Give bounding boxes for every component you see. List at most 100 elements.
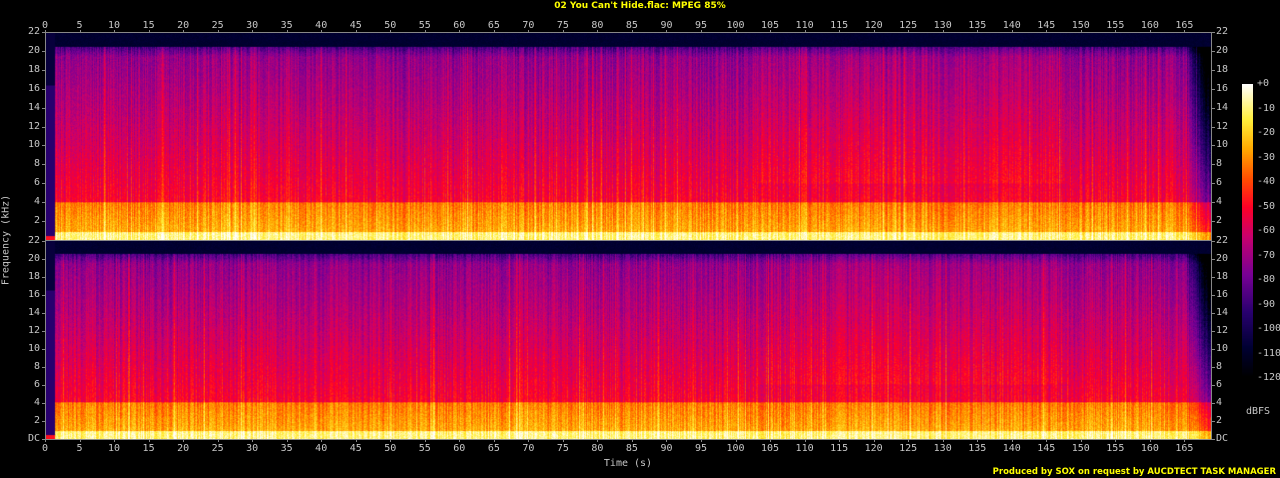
y-tick-right: 4 bbox=[1216, 397, 1223, 408]
x-tick-top: 95 bbox=[694, 20, 708, 31]
x-tick-bottom: 135 bbox=[968, 443, 987, 454]
x-tick-bottom: 10 bbox=[108, 443, 121, 454]
x-tick-bottom: 35 bbox=[280, 443, 293, 454]
x-tickmark bbox=[528, 30, 530, 33]
y-tickmark bbox=[1212, 126, 1215, 128]
y-tickmark bbox=[42, 331, 45, 332]
x-tickmark bbox=[562, 30, 564, 33]
x-tick-bottom: 145 bbox=[1037, 443, 1056, 454]
y-tickmark bbox=[42, 183, 45, 185]
colorbar-tick: -60 bbox=[1257, 225, 1276, 236]
y-tick-left: 10 bbox=[27, 343, 40, 354]
y-tick-right: 10 bbox=[1216, 139, 1229, 151]
x-tickmark bbox=[183, 439, 185, 442]
x-tick-bottom: 125 bbox=[899, 443, 918, 454]
x-tickmark bbox=[770, 439, 772, 442]
x-tick-bottom: 130 bbox=[933, 443, 952, 454]
colorbar-tick: -70 bbox=[1257, 249, 1276, 261]
y-tick-left: 12 bbox=[27, 325, 40, 336]
x-tickmark bbox=[908, 30, 910, 33]
x-tickmark bbox=[597, 30, 599, 33]
x-tick-top: 100 bbox=[726, 20, 745, 31]
x-tick-bottom: 5 bbox=[76, 443, 83, 454]
x-tickmark bbox=[839, 30, 841, 33]
y-tick-right: 16 bbox=[1216, 289, 1229, 300]
x-tickmark bbox=[321, 30, 323, 33]
x-tick-top: 15 bbox=[142, 20, 155, 31]
y-tickmark bbox=[1212, 313, 1215, 314]
x-tickmark bbox=[1080, 30, 1082, 33]
x-tickmark bbox=[977, 439, 979, 442]
x-tick-bottom: 60 bbox=[453, 443, 466, 454]
y-tickmark bbox=[42, 277, 45, 278]
y-tickmark bbox=[42, 221, 45, 223]
y-tickmark bbox=[1212, 349, 1215, 350]
x-tick-top: 115 bbox=[830, 20, 849, 31]
x-tickmark bbox=[528, 439, 530, 442]
y-tick-left: 16 bbox=[27, 82, 40, 94]
y-tick-left: 6 bbox=[33, 177, 40, 189]
x-tickmark bbox=[666, 439, 668, 442]
x-tickmark bbox=[45, 30, 46, 33]
x-tickmark bbox=[493, 30, 495, 33]
y-tick-left: 22 bbox=[27, 235, 40, 246]
y-tickmark bbox=[42, 126, 45, 128]
y-tickmark bbox=[1212, 241, 1215, 242]
x-tick-top: 105 bbox=[761, 20, 780, 31]
x-tickmark bbox=[114, 30, 116, 33]
y-tickmark bbox=[42, 69, 45, 71]
x-tick-bottom: 115 bbox=[830, 443, 849, 454]
x-tick-top: 155 bbox=[1106, 20, 1125, 31]
y-tick-right: 12 bbox=[1216, 325, 1229, 336]
colorbar-tick: -90 bbox=[1257, 298, 1276, 310]
y-tickmark bbox=[42, 145, 45, 147]
x-axis-label: Time (s) bbox=[603, 458, 653, 469]
x-tick-bottom: 20 bbox=[177, 443, 190, 454]
y-tickmark bbox=[42, 439, 45, 440]
y-tickmark bbox=[42, 241, 45, 242]
y-tickmark bbox=[42, 32, 45, 33]
x-tickmark bbox=[597, 439, 599, 442]
y-tickmark bbox=[1212, 421, 1215, 422]
y-tickmark bbox=[42, 107, 45, 109]
y-tick-left: 8 bbox=[33, 158, 40, 170]
y-tickmark bbox=[42, 50, 45, 52]
x-tick-bottom: 25 bbox=[211, 443, 224, 454]
x-tickmark bbox=[1115, 439, 1117, 442]
y-tickmark bbox=[42, 367, 45, 368]
y-tickmark bbox=[1212, 331, 1215, 332]
x-tickmark bbox=[459, 30, 461, 33]
y-tick-right: 10 bbox=[1216, 343, 1229, 354]
y-tickmark bbox=[1212, 295, 1215, 296]
x-tickmark bbox=[424, 439, 426, 442]
x-tick-top: 70 bbox=[522, 20, 535, 31]
colorbar-tick: +0 bbox=[1257, 78, 1270, 89]
x-tick-top: 125 bbox=[899, 20, 918, 31]
y-tick-left: 8 bbox=[33, 361, 40, 372]
x-tickmark bbox=[217, 30, 219, 33]
y-tickmark bbox=[1212, 202, 1215, 204]
x-tick-bottom: 65 bbox=[487, 443, 500, 454]
x-tickmark bbox=[942, 30, 944, 33]
y-tickmark bbox=[1212, 50, 1215, 52]
x-tick-bottom: 120 bbox=[864, 443, 883, 454]
y-axis-label: Frequency (kHz) bbox=[0, 194, 12, 286]
x-tick-top: 10 bbox=[108, 20, 121, 31]
y-tick-right: 8 bbox=[1216, 361, 1223, 372]
x-tick-bottom: 30 bbox=[246, 443, 259, 454]
x-tick-top: 140 bbox=[1002, 20, 1021, 31]
y-tick-left: 4 bbox=[33, 196, 40, 208]
colorbar-tick: -40 bbox=[1257, 176, 1276, 187]
x-tick-bottom: 110 bbox=[795, 443, 814, 454]
x-tick-top: 75 bbox=[556, 20, 569, 31]
y-tickmark bbox=[1212, 221, 1215, 223]
y-tick-left: 4 bbox=[33, 397, 40, 408]
y-tick-left: 16 bbox=[27, 289, 40, 300]
x-tickmark bbox=[873, 439, 875, 442]
x-tick-bottom: 160 bbox=[1140, 443, 1159, 454]
x-tickmark bbox=[79, 30, 81, 33]
x-tick-bottom: 45 bbox=[349, 443, 362, 454]
y-tick-right: 14 bbox=[1216, 307, 1229, 318]
x-tickmark bbox=[79, 439, 81, 442]
spectrogram-channel-1 bbox=[45, 32, 1212, 241]
